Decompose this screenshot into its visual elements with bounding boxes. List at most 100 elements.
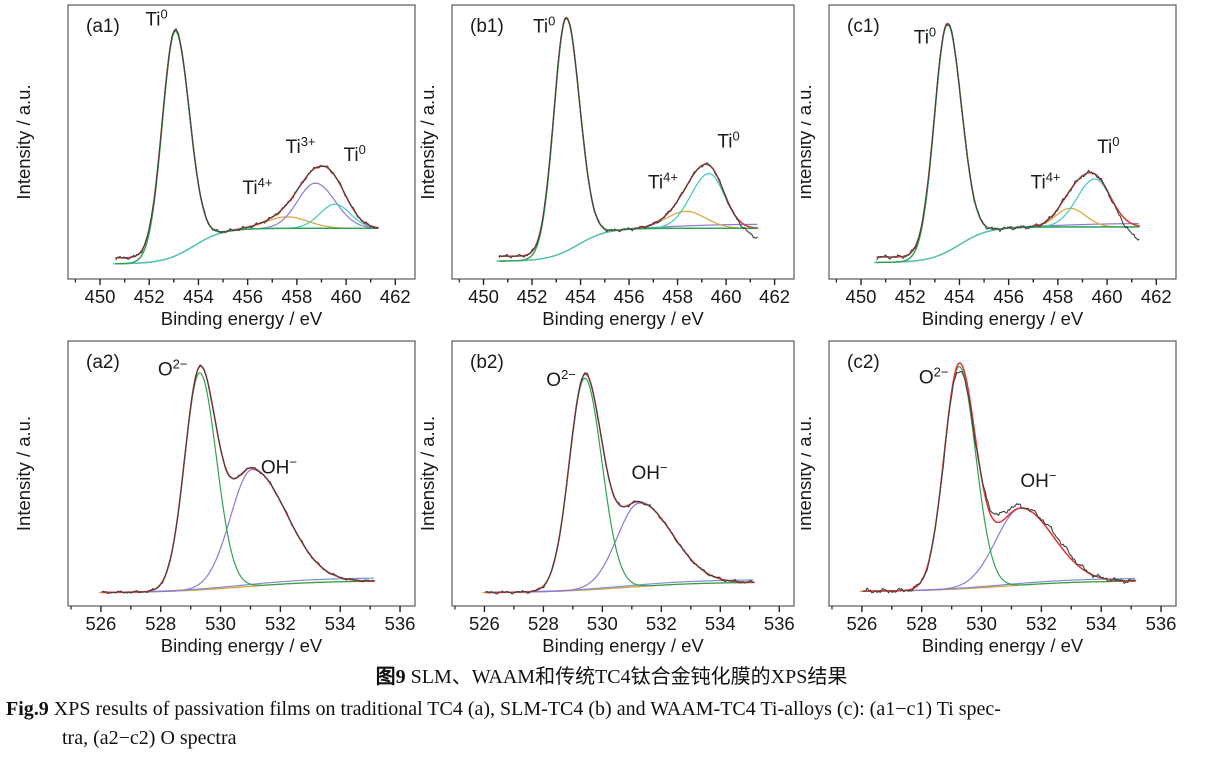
x-axis-label: Binding energy / eV [922, 635, 1084, 655]
panel-a2-chart: 526 528 530 532 534 536 Binding energy / eV Int… [13, 340, 416, 655]
curve-envelope [485, 373, 755, 594]
curve-main-fit [876, 23, 1140, 264]
x-tick-label: 532 [265, 613, 296, 634]
x-tick-label: 526 [846, 613, 877, 634]
x-tick-label: 528 [528, 613, 559, 634]
x-tick-label: 454 [944, 286, 975, 307]
curve-raw-data [498, 17, 758, 259]
curve-component [101, 577, 375, 593]
caption-english-line2: tra, (a2−c2) O spectra [62, 727, 237, 749]
curve-envelope [862, 362, 1137, 592]
x-tick-label: 450 [846, 286, 877, 307]
curve-component [498, 210, 758, 262]
x-tick-label: 462 [1141, 286, 1172, 307]
peak-annotation: Ti0 [1097, 134, 1119, 158]
curve-component [115, 203, 378, 265]
curve-background [98, 580, 375, 594]
y-axis-label: Intensity / a.u. [420, 416, 438, 531]
x-tick-label: 452 [134, 286, 165, 307]
x-tick-label: 458 [281, 286, 312, 307]
x-tick-label: 454 [183, 286, 214, 307]
peak-annotation: O2− [919, 364, 949, 388]
curve-component [862, 365, 1136, 592]
x-tick-label: 462 [759, 286, 790, 307]
peak-annotation: Ti0 [145, 7, 167, 31]
y-axis-label: Intensity / a.u. [13, 416, 34, 531]
peak-annotation: Ti4+ [1031, 170, 1061, 194]
x-tick-label: 462 [380, 286, 411, 307]
peak-annotation: Ti0 [717, 128, 739, 152]
caption-chinese: 图9 SLM、WAAM和传统TC4钛合金钝化膜的XPS结果 [0, 663, 1223, 691]
x-tick-label: 528 [906, 613, 937, 634]
curve-component [115, 216, 378, 265]
plot-frame [828, 340, 1177, 607]
y-axis-label: Intensity / a.u. [420, 84, 438, 199]
x-tick-label: 450 [468, 286, 499, 307]
panel-corner-label: (c1) [847, 16, 880, 37]
x-tick-label: 452 [895, 286, 926, 307]
curve-component [862, 507, 1136, 592]
caption-en-number: Fig.9 [6, 698, 49, 720]
curve-envelope [115, 29, 379, 259]
y-axis-label: Intensity / a.u. [13, 84, 34, 199]
peak-annotation: Ti3+ [286, 134, 316, 158]
x-tick-label: 534 [1086, 613, 1117, 634]
curve-raw-data [862, 370, 1136, 594]
curve-background [873, 226, 1140, 264]
x-tick-label: 530 [205, 613, 236, 634]
curve-component [485, 579, 754, 593]
peak-annotation: Ti4+ [648, 170, 678, 194]
x-tick-label: 534 [325, 613, 356, 634]
plot-frame [67, 4, 416, 280]
x-tick-label: 536 [764, 613, 795, 634]
curve-main-fit [115, 30, 379, 265]
x-tick-label: 456 [232, 286, 263, 307]
x-tick-label: 458 [1042, 286, 1073, 307]
curve-component [862, 578, 1136, 592]
x-tick-label: 460 [331, 286, 362, 307]
plot-frame [451, 4, 795, 280]
curve-raw-data [101, 364, 375, 595]
x-tick-label: 460 [1092, 286, 1123, 307]
x-axis-label: Binding energy / eV [542, 635, 704, 655]
x-tick-label: 532 [646, 613, 677, 634]
curve-component [876, 207, 1139, 264]
x-tick-label: 536 [385, 613, 416, 634]
panel-b2-chart: 526 528 530 532 534 536 Binding energy / eV Int… [420, 340, 795, 655]
x-tick-label: 528 [145, 613, 176, 634]
x-tick-label: 526 [85, 613, 116, 634]
peak-annotation: Ti0 [533, 13, 555, 37]
plot-frame [67, 340, 416, 607]
x-tick-label: 452 [517, 286, 548, 307]
x-tick-label: 530 [966, 613, 997, 634]
panel-c1-chart: 450 452 454 456 458 460 462 Binding energy / eV… [801, 4, 1177, 329]
x-axis-label: Binding energy / eV [161, 308, 323, 329]
panel-a1-chart: 450 452 454 456 458 460 462 Binding energy / eV… [13, 4, 416, 329]
panel-corner-label: (b2) [470, 352, 504, 373]
panel-corner-label: (a1) [86, 16, 120, 37]
y-axis-label: Intensity / a.u. [801, 84, 815, 199]
panel-corner-label: (c2) [847, 352, 880, 373]
peak-annotation: OH− [1020, 468, 1056, 492]
curve-envelope [101, 365, 376, 594]
x-tick-label: 458 [662, 286, 693, 307]
curve-raw-data [876, 23, 1140, 261]
x-tick-label: 526 [469, 613, 500, 634]
curve-component [485, 377, 754, 594]
x-tick-label: 530 [587, 613, 618, 634]
peak-annotation: O2− [546, 367, 576, 391]
x-axis-label: Binding energy / eV [542, 308, 704, 329]
caption-zh-number: 图9 [375, 666, 406, 688]
panel-corner-label: (b1) [470, 16, 504, 37]
curve-background [859, 580, 1136, 592]
curve-component [101, 372, 375, 594]
peak-annotation: OH− [261, 455, 297, 479]
curve-component [498, 172, 758, 262]
plot-frame [828, 4, 1177, 280]
caption-zh-text: SLM、WAAM和传统TC4钛合金钝化膜的XPS结果 [405, 666, 848, 688]
caption-english-line1: Fig.9 XPS results of passivation films o… [6, 695, 1223, 724]
curve-component [485, 502, 754, 594]
x-tick-label: 454 [565, 286, 596, 307]
x-tick-label: 534 [705, 613, 736, 634]
